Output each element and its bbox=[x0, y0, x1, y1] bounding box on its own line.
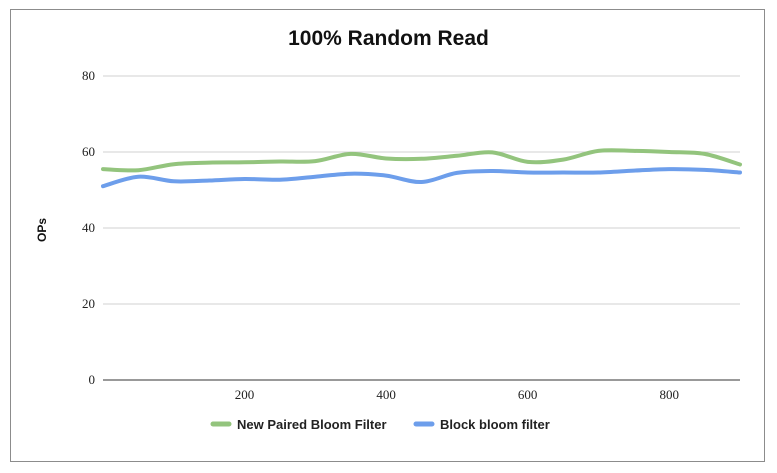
chart-title: 100% Random Read bbox=[288, 27, 489, 50]
y-tick-label: 60 bbox=[82, 144, 95, 159]
y-tick-labels: 0 20 40 60 80 bbox=[82, 68, 95, 387]
x-tick-labels: 200 400 600 800 bbox=[235, 387, 679, 402]
series-line-2 bbox=[101, 167, 742, 189]
x-tick-label: 800 bbox=[659, 387, 679, 402]
y-tick-label: 0 bbox=[89, 372, 96, 387]
legend: New Paired Bloom Filter Block bloom filte… bbox=[210, 417, 550, 432]
y-axis-label: OPs bbox=[35, 218, 49, 242]
y-tick-label: 20 bbox=[82, 296, 95, 311]
x-tick-label: 400 bbox=[376, 387, 396, 402]
y-tick-label: 40 bbox=[82, 220, 95, 235]
x-tick-label: 200 bbox=[235, 387, 255, 402]
y-tick-label: 80 bbox=[82, 68, 95, 83]
legend-label: New Paired Bloom Filter bbox=[237, 417, 387, 432]
series-lines bbox=[101, 148, 742, 189]
legend-label: Block bloom filter bbox=[440, 417, 550, 432]
x-tick-label: 600 bbox=[518, 387, 538, 402]
gridlines bbox=[103, 75, 740, 305]
series-line-1 bbox=[101, 148, 742, 173]
chart-frame bbox=[10, 9, 765, 462]
